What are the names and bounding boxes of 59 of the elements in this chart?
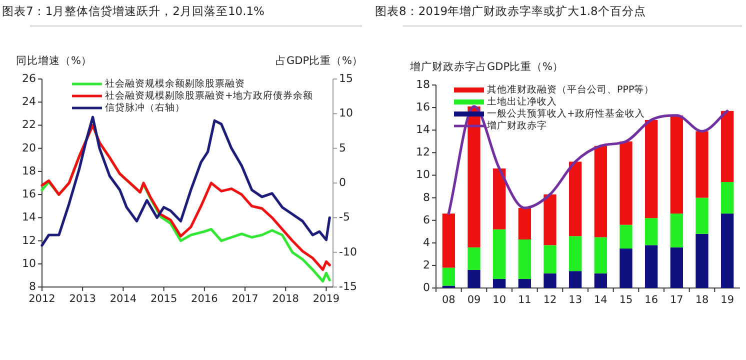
xtick: 2015	[150, 292, 178, 305]
xtick: 17	[670, 294, 684, 306]
legend: 社会融资规模余额剔除股票融资	[105, 78, 245, 90]
xtick: 18	[695, 294, 709, 306]
xtick: 2016	[191, 292, 218, 305]
y2tick: 5	[339, 141, 346, 154]
ytick: 2	[423, 258, 430, 272]
y2tick: -10	[339, 245, 357, 258]
ytick: 20	[22, 141, 36, 154]
ytick: 18	[416, 78, 430, 92]
title: 图表8：2019年增广财政赤字率或扩大1.8个百分点	[375, 4, 646, 18]
ytick: 8	[29, 280, 36, 294]
ylabel: 增广财政赤字占GDP比重（%）	[410, 60, 564, 73]
ytick: 18	[22, 164, 36, 178]
xtick: 2013	[69, 292, 96, 305]
ytick: 16	[416, 100, 430, 114]
ytick: 24	[22, 95, 36, 108]
ytick: 12	[416, 146, 430, 159]
xtick: 2018	[272, 292, 299, 305]
legend: 增广财政赤字	[487, 120, 547, 132]
xtick: 2017	[232, 292, 258, 305]
ytick: 14	[22, 210, 36, 224]
xtick: 11	[518, 294, 532, 306]
xtick: 10	[492, 294, 506, 306]
xtick: 09	[467, 294, 481, 306]
ytick: 0	[423, 281, 430, 294]
ytick: 6	[423, 213, 430, 226]
xtick: 12	[543, 294, 557, 306]
ytick: 22	[22, 118, 36, 132]
xtick: 2019	[312, 292, 340, 305]
xtick: 2014	[110, 292, 137, 305]
xtick: 15	[619, 294, 633, 306]
legend: 信贷脉冲（右轴）	[105, 102, 185, 114]
ytick: 8	[423, 190, 430, 204]
ytick: 12	[22, 234, 36, 247]
legend: 其他准财政融资（平台公司、PPP等）	[487, 84, 654, 96]
title: 图表7：1月整体信贷增速跃升，2月回落至10.1%	[2, 4, 264, 18]
y2tick: 10	[339, 106, 353, 120]
ylabel: 同比增速（%）	[16, 54, 92, 67]
y2tick: -5	[339, 210, 350, 224]
ytick: 14	[416, 123, 430, 136]
xtick: 16	[644, 294, 658, 306]
legend: 一般公共预算收入+政府性基金收入	[487, 108, 645, 120]
ytick: 26	[22, 72, 36, 86]
ytick: 10	[416, 168, 430, 182]
legend: 土地出让净收入	[487, 96, 557, 108]
xtick: 08	[442, 294, 456, 306]
xtick: 19	[720, 294, 734, 306]
y2tick: 0	[339, 176, 346, 190]
xtick: 14	[594, 294, 608, 306]
y2tick: -15	[339, 280, 357, 294]
ytick: 16	[22, 188, 36, 201]
xtick: 13	[568, 294, 582, 306]
y2label: 占GDP比重（%）	[275, 54, 363, 67]
ytick: 10	[22, 256, 36, 270]
ytick: 4	[423, 236, 430, 249]
xtick: 2012	[28, 292, 56, 305]
legend: 社会融资规模剔除股票融资+地方政府债券余额	[105, 90, 313, 102]
y2tick: 15	[339, 72, 353, 86]
